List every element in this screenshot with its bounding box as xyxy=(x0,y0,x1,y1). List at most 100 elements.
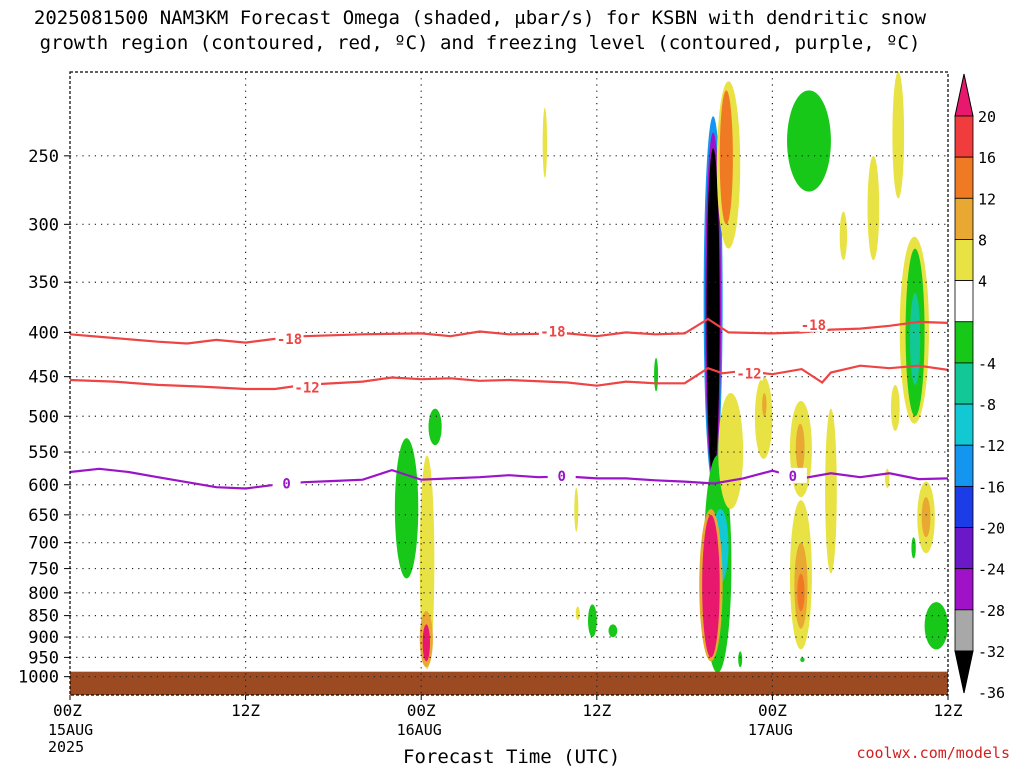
omega-shade xyxy=(795,423,805,473)
x-tick-sublabel: 15AUG xyxy=(48,721,93,739)
omega-shade xyxy=(574,487,579,532)
omega-shade xyxy=(428,408,442,446)
y-tick-label: 800 xyxy=(28,584,59,604)
omega-shade xyxy=(787,90,831,192)
contour-line xyxy=(69,364,949,391)
contour-label-bg xyxy=(778,467,807,483)
omega-shade xyxy=(542,107,548,178)
omega-shade xyxy=(394,438,419,579)
colorbar-label: -24 xyxy=(978,561,1005,579)
x-tick-label: 00Z xyxy=(53,701,82,720)
colorbar-label: -12 xyxy=(978,437,1005,455)
omega-shade xyxy=(654,357,659,392)
omega-shade xyxy=(738,651,743,668)
y-tick-label: 750 xyxy=(28,560,59,580)
chart-title-line-1: 2025081500 NAM3KM Forecast Omega (shaded… xyxy=(33,7,927,29)
contour-label: -18 xyxy=(540,324,565,340)
y-tick-label: 600 xyxy=(28,476,59,496)
colorbar-bin xyxy=(954,239,974,282)
y-tick-label: 850 xyxy=(28,607,59,627)
omega-shade xyxy=(719,90,733,225)
contour-label: 0 xyxy=(789,469,797,485)
omega-shade xyxy=(867,155,880,261)
x-tick-sublabel: 16AUG xyxy=(397,721,442,739)
y-tick-label: 1000 xyxy=(18,668,59,688)
colorbar-bin xyxy=(954,197,974,240)
colorbar-label: -4 xyxy=(978,355,996,373)
omega-shade xyxy=(608,624,618,638)
colorbar-bin xyxy=(954,362,974,405)
omega-shade xyxy=(718,393,744,509)
y-tick-label: 450 xyxy=(28,368,59,388)
colorbar-bin xyxy=(954,280,974,323)
y-tick-label: 400 xyxy=(28,323,59,343)
x-tick-label: 12Z xyxy=(231,701,260,720)
y-tick-label: 500 xyxy=(28,407,59,427)
omega-shade xyxy=(575,606,580,621)
omega-shade xyxy=(921,497,931,538)
colorbar-label: -8 xyxy=(978,396,996,414)
plot-frame xyxy=(69,71,949,696)
omega-shade xyxy=(909,292,921,385)
x-tick-label: 12Z xyxy=(582,701,611,720)
contour-label: 0 xyxy=(557,469,565,485)
colorbar-bottom-arrow xyxy=(954,650,974,694)
colorbar-bin xyxy=(954,156,974,199)
omega-shade xyxy=(911,537,916,559)
omega-shade xyxy=(892,71,905,199)
y-tick-label: 950 xyxy=(28,648,59,668)
contour-label-bg xyxy=(275,330,304,346)
colorbar-label: 16 xyxy=(978,149,996,167)
x-tick-label: 00Z xyxy=(407,701,436,720)
colorbar-bin xyxy=(954,485,974,528)
y-tick-label: 700 xyxy=(28,534,59,554)
contour-label: -12 xyxy=(736,366,761,382)
y-tick-label: 550 xyxy=(28,443,59,463)
y-tick-label: 900 xyxy=(28,628,59,648)
contour-label: -18 xyxy=(801,318,826,334)
omega-shade xyxy=(702,514,720,658)
contour-label: 0 xyxy=(282,476,290,492)
omega-shade xyxy=(422,624,430,662)
colorbar-label: 8 xyxy=(978,231,987,249)
contour-label-bg xyxy=(293,379,322,395)
y-tick-label: 650 xyxy=(28,506,59,526)
colorbar-bin xyxy=(954,527,974,570)
colorbar-label: 4 xyxy=(978,273,987,291)
omega-shade xyxy=(588,604,597,638)
contour-line xyxy=(69,467,949,490)
x-tick-label: 00Z xyxy=(758,701,787,720)
omega-shade xyxy=(924,602,948,650)
colorbar-bin xyxy=(954,115,974,158)
contour-label: -12 xyxy=(294,380,319,396)
x-tick-label: 12Z xyxy=(934,701,963,720)
colorbar-bin xyxy=(954,609,974,652)
y-tick-label: 250 xyxy=(28,147,59,167)
x-tick-sublabel: 2025 xyxy=(48,738,84,756)
x-tick-sublabel: 17AUG xyxy=(748,721,793,739)
contour-label: -18 xyxy=(277,332,302,348)
colorbar-label: -28 xyxy=(978,602,1005,620)
colorbar-label: -16 xyxy=(978,478,1005,496)
colorbar-top-arrow xyxy=(954,73,974,117)
omega-shade xyxy=(800,657,805,663)
omega-shade xyxy=(754,376,773,459)
contour-label-bg xyxy=(272,475,301,491)
omega-shade xyxy=(762,393,767,417)
omega-shade xyxy=(706,148,720,479)
colorbar-bin xyxy=(954,321,974,364)
surface-terrain xyxy=(70,671,948,695)
omega-shade xyxy=(825,408,837,574)
colorbar-label: 20 xyxy=(978,108,996,126)
y-tick-label: 300 xyxy=(28,215,59,235)
contour-label-bg xyxy=(799,316,828,332)
source-credit: coolwx.com/models xyxy=(856,744,1010,762)
chart-title-line-2: growth region (contoured, red, ºC) and f… xyxy=(39,32,921,54)
colorbar-label: -32 xyxy=(978,643,1005,661)
colorbar-label: 12 xyxy=(978,190,996,208)
y-tick-label: 350 xyxy=(28,273,59,293)
colorbar-label: -20 xyxy=(978,520,1005,538)
colorbar-bin xyxy=(954,403,974,446)
colorbar-bin xyxy=(954,444,974,487)
